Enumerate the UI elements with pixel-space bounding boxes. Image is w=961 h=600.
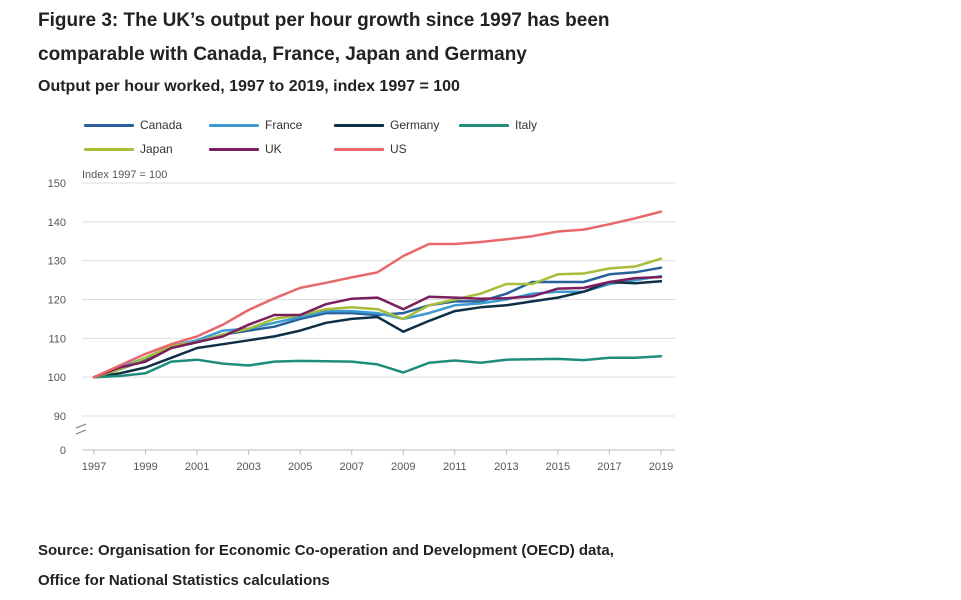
x-tick-label: 2013 — [494, 461, 518, 473]
legend-item-germany: Germany — [334, 116, 459, 134]
series-line-uk — [92, 275, 663, 379]
series-line-us — [92, 210, 663, 379]
legend-label: Germany — [390, 118, 440, 132]
x-tick-label: 2011 — [443, 461, 467, 473]
series-lines — [92, 210, 663, 379]
y-tick-label: 140 — [48, 217, 66, 229]
x-tick-label: 2005 — [288, 461, 312, 473]
source-note: Source: Organisation for Economic Co-ope… — [38, 542, 614, 589]
legend-item-uk: UK — [209, 140, 334, 158]
axis-break-mark — [75, 423, 87, 435]
x-tick-label: 1999 — [133, 461, 157, 473]
y-tick-label: 150 — [48, 178, 66, 190]
axes: 150 140 130 120 110 100 90 0 1997 1999 2001 2003 200… — [48, 178, 675, 473]
y-tick-label: 130 — [48, 256, 66, 268]
legend-swatch — [334, 147, 384, 151]
x-tick-label: 2015 — [546, 461, 570, 473]
legend-label: UK — [265, 142, 282, 156]
legend-item-france: France — [209, 116, 334, 134]
chart-subtitle: Output per hour worked, 1997 to 2019, in… — [38, 78, 460, 95]
legend-label: Japan — [140, 142, 173, 156]
legend-label: Italy — [515, 118, 538, 132]
gridlines — [82, 182, 675, 417]
series-line-italy — [92, 354, 663, 379]
x-tick-label: 2017 — [597, 461, 621, 473]
legend-item-italy: Italy — [459, 116, 584, 134]
y-tick-label: 90 — [54, 411, 66, 423]
legend-swatch — [209, 123, 259, 127]
series-line-france — [92, 274, 663, 379]
legend-swatch — [209, 147, 259, 151]
legend-label: US — [390, 142, 407, 156]
legend-label: Canada — [140, 118, 183, 132]
legend-item-canada: Canada — [84, 116, 209, 134]
x-tick-label: 1997 — [82, 461, 106, 473]
x-tick-label: 2003 — [236, 461, 260, 473]
legend-item-us: US — [334, 140, 459, 158]
series-line-germany — [92, 279, 663, 379]
y-axis-label: Index 1997 = 100 — [82, 169, 167, 181]
legend: Canada France Germany Italy Japan UK US — [84, 116, 704, 158]
legend-swatch — [334, 123, 384, 127]
y-tick-label: 120 — [48, 295, 66, 307]
legend-item-japan: Japan — [84, 140, 209, 158]
y-tick-label: 100 — [48, 372, 66, 384]
legend-swatch — [459, 123, 509, 127]
legend-swatch — [84, 123, 134, 127]
legend-swatch — [84, 147, 134, 151]
figure-title: Figure 3: The UK’s output per hour growt… — [38, 10, 610, 65]
legend-label: France — [265, 118, 303, 132]
y-tick-label: 0 — [60, 445, 66, 457]
x-tick-label: 2019 — [649, 461, 673, 473]
y-tick-label: 110 — [48, 333, 66, 345]
x-tick-label: 2001 — [185, 461, 209, 473]
x-tick-label: 2009 — [391, 461, 415, 473]
x-tick-label: 2007 — [339, 461, 363, 473]
